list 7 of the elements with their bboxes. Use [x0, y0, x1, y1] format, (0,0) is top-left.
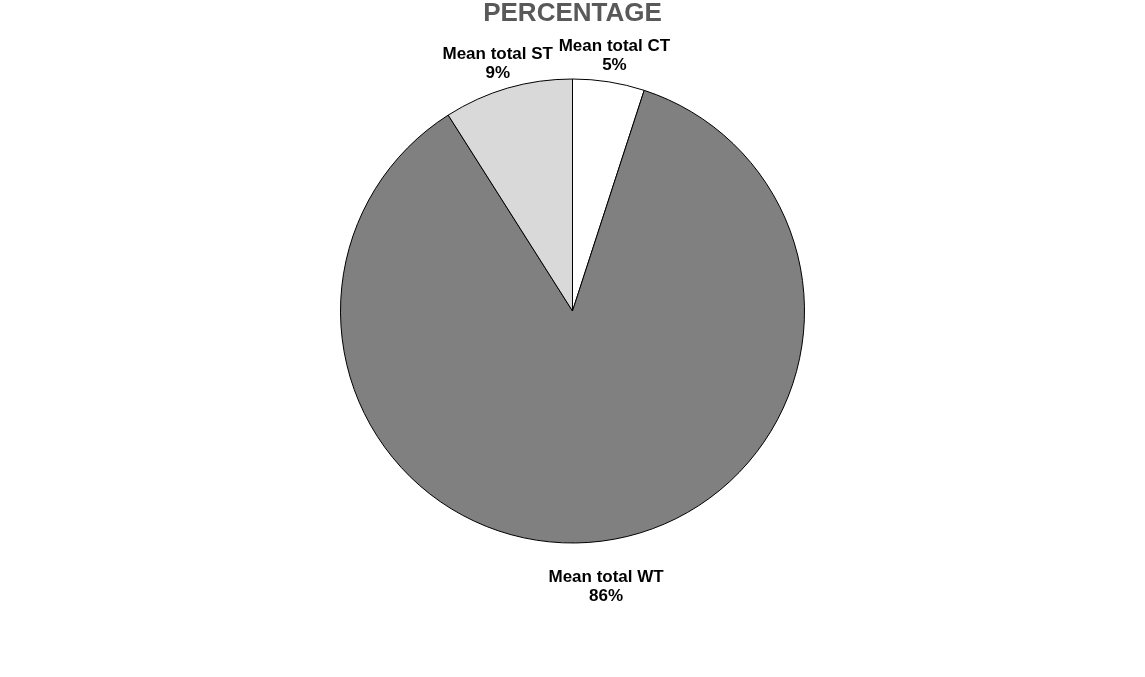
chart-title: PERCENTAGE — [483, 0, 662, 27]
data-label: 5% — [602, 55, 627, 75]
slice-label: Mean total CT — [558, 36, 671, 56]
data-label: 9% — [485, 62, 511, 82]
data-label: 86% — [589, 585, 624, 605]
slice-label: Mean total WT — [548, 566, 665, 586]
slice-label: Mean total ST — [442, 43, 554, 63]
